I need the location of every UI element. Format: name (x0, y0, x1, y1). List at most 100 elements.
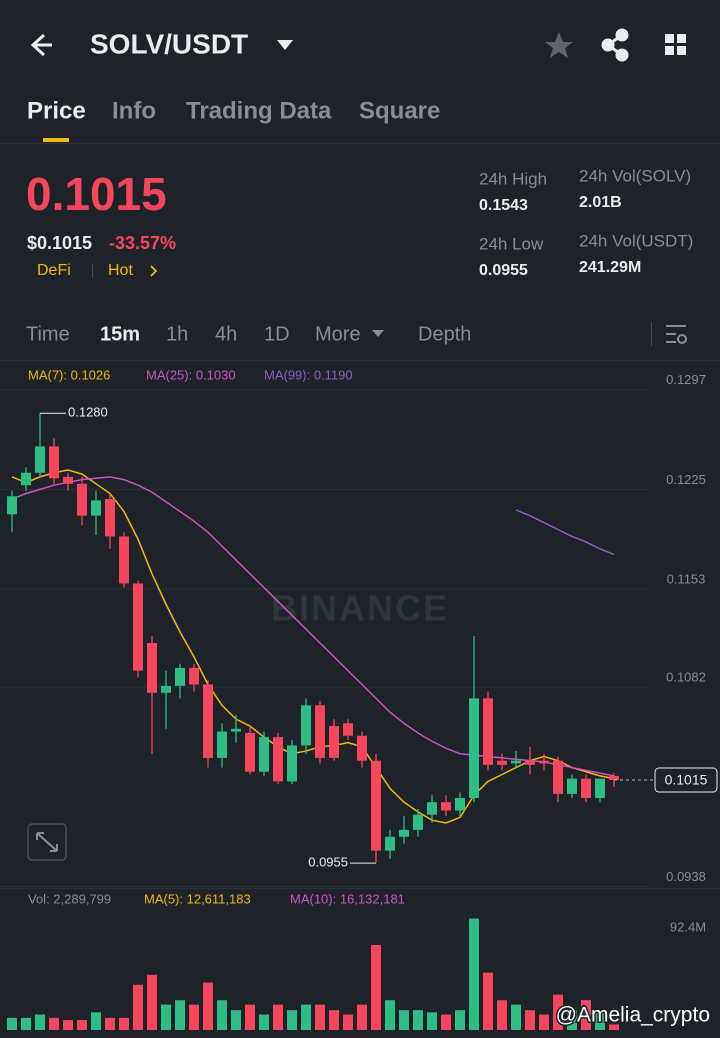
stat-label: 24h Vol(USDT) (579, 231, 693, 250)
candle-body (455, 798, 465, 811)
candle-body (301, 705, 311, 746)
usd-price: $0.1015 (27, 233, 92, 253)
y-tick-label: 0.1082 (666, 670, 706, 685)
divider (0, 360, 720, 361)
volume-bar (49, 1017, 59, 1030)
volume-bar (203, 982, 213, 1030)
interval[interactable]: 4h (215, 323, 237, 345)
divider (0, 888, 720, 889)
stat-label: 24h Low (479, 234, 544, 253)
tab-info[interactable]: Info (112, 97, 156, 124)
y-tick-label: 0.1153 (667, 571, 706, 586)
interval[interactable]: Time (26, 323, 70, 345)
candle-body (609, 775, 619, 781)
tab-price[interactable]: Price (27, 97, 86, 124)
candle-body (231, 728, 241, 732)
candle-body (161, 685, 171, 693)
candle-body (21, 472, 31, 486)
volume-bar (511, 1004, 521, 1030)
volume-bar (161, 1004, 171, 1030)
volume-bar (315, 1004, 325, 1030)
volume-bar (371, 945, 381, 1030)
volume-legend: MA(5): 12,611,183 (144, 891, 251, 906)
volume-bar (455, 1010, 465, 1030)
stat-label: 24h Vol(SOLV) (579, 166, 691, 185)
legend-entry: MA(99): 0.1190 (264, 367, 353, 382)
more-caret[interactable] (372, 330, 384, 337)
tab-indicator (43, 138, 69, 142)
candle-body (399, 829, 409, 837)
volume-chart: Vol: 2,289,799 MA(5): 12,611,183 MA(10): 1… (7, 891, 706, 1030)
candle-body (35, 446, 45, 473)
legend-entry: MA(7): 0.1026 (28, 367, 110, 382)
ma-line (11, 476, 615, 777)
dropdown-caret[interactable] (277, 40, 293, 50)
stat-label: 24h High (479, 169, 547, 188)
tab-trading-data[interactable]: Trading Data (186, 97, 332, 124)
candle-body (553, 760, 563, 794)
volume-bar (147, 974, 157, 1030)
volume-bar (35, 1014, 45, 1030)
volume-bar (525, 1010, 535, 1030)
tab-square[interactable]: Square (359, 97, 440, 124)
volume-bar (287, 1010, 297, 1030)
volume-bar (175, 1000, 185, 1030)
candle-body (175, 667, 185, 686)
volume-bar (413, 1010, 423, 1030)
candle-body (91, 500, 101, 516)
volume-bar (357, 1004, 367, 1030)
volume-bar (63, 1020, 73, 1030)
chart-settings-icon[interactable] (666, 325, 687, 344)
tag-hot[interactable]: Hot (108, 262, 133, 279)
interval-more[interactable]: More (315, 323, 361, 345)
volume-bar (231, 1010, 241, 1030)
back-icon[interactable] (30, 33, 52, 57)
candle-body (581, 778, 591, 799)
pair-title[interactable]: SOLV/USDT (90, 28, 248, 59)
stat-value: 2.01B (579, 194, 622, 211)
candle-body (77, 483, 87, 516)
legend-entry: MA(25): 0.1030 (146, 367, 236, 382)
candle-body (63, 476, 73, 484)
volume-bar (581, 1000, 591, 1030)
divider (0, 143, 720, 144)
candle-body (189, 667, 199, 685)
stat-value: 0.1543 (479, 197, 528, 214)
volume-bar (77, 1020, 87, 1030)
candle-body (245, 732, 255, 772)
volume-bar (343, 1014, 353, 1030)
volume-bar (553, 994, 563, 1030)
candle-body (441, 802, 451, 811)
share-icon[interactable] (601, 28, 629, 62)
candle-body (483, 698, 493, 765)
candle-body (119, 536, 129, 584)
grid-icon[interactable] (665, 34, 686, 55)
candle-body (259, 737, 269, 772)
last-price-box (654, 767, 718, 793)
stat-value: 0.0955 (479, 262, 528, 279)
candle-body (343, 723, 353, 736)
expand-icon[interactable] (27, 823, 67, 861)
y-tick-label: 0.1297 (666, 372, 706, 387)
watermark: BINANCE (271, 588, 449, 629)
y-tick-label: 0.1225 (666, 472, 706, 487)
volume-bar (497, 1000, 507, 1030)
favorite-icon[interactable] (545, 32, 573, 58)
change-percent: -33.57% (109, 233, 176, 253)
volume-bar (245, 1004, 255, 1030)
candle-body (469, 698, 479, 799)
interval[interactable]: 1D (264, 323, 290, 345)
annotation-label: 0.1280 (68, 405, 108, 420)
interval-active[interactable]: 15m (100, 323, 140, 345)
y-tick-label: 0.0938 (666, 869, 706, 884)
interval-depth[interactable]: Depth (418, 323, 471, 345)
ma-line (11, 469, 615, 824)
candle-body (147, 642, 157, 693)
candle-body (273, 737, 283, 782)
price-chart: 0.1297 0.1225 0.1153 0.1082 0.0938 MA(7): 0.1… (0, 367, 718, 888)
tag-defi[interactable]: DeFi (37, 262, 71, 279)
candle-body (497, 760, 507, 765)
volume-bar (217, 1000, 227, 1030)
interval[interactable]: 1h (166, 323, 188, 345)
